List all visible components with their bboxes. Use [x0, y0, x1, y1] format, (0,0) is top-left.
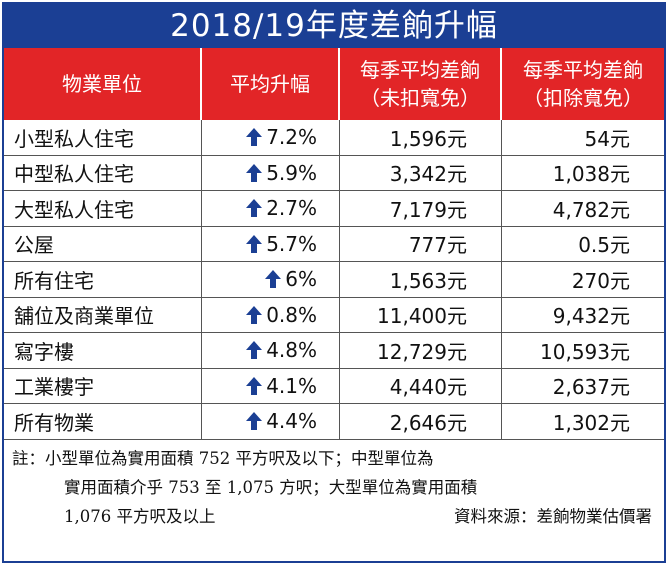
- source-credit: 資料來源：差餉物業估價署: [454, 506, 652, 526]
- cell-property-type: 公屋: [4, 226, 202, 261]
- cell-after: 10,593元: [540, 339, 630, 364]
- table-row: 工業樓宇 4.1% 4,440元 2,637元: [4, 368, 664, 404]
- table-row: 所有住宅 6% 1,563元 270元: [4, 262, 664, 298]
- up-arrow-icon: [246, 234, 263, 253]
- cell-after: 270元: [571, 268, 630, 293]
- cell-rise: 4.8%: [202, 333, 340, 368]
- cell-before: 3,342元: [340, 155, 502, 190]
- cell-rise-value: 0.8%: [266, 302, 317, 327]
- header-col4-line1: 每季平均差餉: [523, 58, 643, 82]
- header-rates-after-concession: 每季平均差餉 （扣除寬免）: [502, 48, 664, 120]
- table-row: 舖位及商業單位 0.8% 11,400元 9,432元: [4, 297, 664, 333]
- table-row: 中型私人住宅 5.9% 3,342元 1,038元: [4, 155, 664, 191]
- cell-after: 9,432元: [552, 304, 630, 329]
- cell-after: 0.5元: [578, 233, 630, 258]
- cell-after: 2,637元: [552, 375, 630, 400]
- cell-rise-value: 5.9%: [266, 160, 317, 185]
- cell-rise-value: 4.8%: [266, 338, 317, 363]
- cell-before: 1,563元: [340, 262, 502, 297]
- header-property-type: 物業單位: [4, 48, 202, 120]
- cell-before: 2,646元: [340, 404, 502, 439]
- cell-before: 7,179元: [340, 191, 502, 226]
- up-arrow-icon: [246, 376, 263, 395]
- up-arrow-icon: [246, 128, 263, 147]
- cell-rise-value: 4.4%: [266, 409, 317, 434]
- up-arrow-icon: [246, 305, 263, 324]
- table-row: 公屋 5.7% 777元 0.5元: [4, 226, 664, 262]
- cell-after: 1,302元: [552, 410, 630, 435]
- header-col3-line1: 每季平均差餉: [360, 58, 480, 82]
- cell-property-type: 所有住宅: [4, 262, 202, 297]
- cell-rise: 6%: [202, 262, 340, 297]
- header-col4-line2: （扣除寬免）: [523, 86, 643, 110]
- cell-after: 4,782元: [552, 197, 630, 222]
- header-col3-line2: （未扣寬免）: [360, 86, 480, 110]
- cell-rise-value: 6%: [285, 267, 317, 292]
- cell-rise: 4.4%: [202, 404, 340, 439]
- footnote: 註：小型單位為實用面積 752 平方呎及以下；中型單位為 實用面積介乎 753 …: [4, 440, 664, 531]
- cell-rise: 7.2%: [202, 120, 340, 155]
- cell-after: 54元: [584, 126, 630, 151]
- footnote-line-2: 實用面積介乎 753 至 1,075 方呎；大型單位為實用面積: [64, 477, 478, 497]
- header-property-type-label: 物業單位: [62, 72, 142, 96]
- cell-property-type: 舖位及商業單位: [4, 297, 202, 332]
- cell-property-type: 中型私人住宅: [4, 155, 202, 190]
- cell-rise: 5.7%: [202, 226, 340, 261]
- cell-rise-value: 4.1%: [266, 373, 317, 398]
- up-arrow-icon: [246, 341, 263, 360]
- cell-before: 12,729元: [340, 333, 502, 368]
- table-row: 大型私人住宅 2.7% 7,179元 4,782元: [4, 191, 664, 227]
- footnote-line-3-text: 1,076 平方呎及以上: [64, 506, 216, 526]
- up-arrow-icon: [265, 270, 282, 289]
- table-row: 小型私人住宅 7.2% 1,596元 54元: [4, 120, 664, 156]
- up-arrow-icon: [246, 199, 263, 218]
- cell-before: 11,400元: [340, 297, 502, 332]
- footnote-line-3: 1,076 平方呎及以上 資料來源：差餉物業估價署: [12, 502, 658, 531]
- cell-rise: 5.9%: [202, 155, 340, 190]
- cell-property-type: 工業樓宇: [4, 368, 202, 403]
- cell-after: 1,038元: [552, 162, 630, 187]
- cell-rise: 2.7%: [202, 191, 340, 226]
- cell-rise-value: 5.7%: [266, 231, 317, 256]
- up-arrow-icon: [246, 163, 263, 182]
- table-row: 寫字樓 4.8% 12,729元 10,593元: [4, 333, 664, 369]
- table-header: 物業單位 平均升幅 每季平均差餉 （未扣寬免） 每季平均差餉 （扣除寬免）: [4, 48, 664, 120]
- cell-property-type: 大型私人住宅: [4, 191, 202, 226]
- cell-before: 4,440元: [340, 368, 502, 403]
- cell-property-type: 寫字樓: [4, 333, 202, 368]
- cell-property-type: 所有物業: [4, 404, 202, 439]
- cell-rise-value: 7.2%: [266, 125, 317, 150]
- cell-rise-value: 2.7%: [266, 196, 317, 221]
- table-row: 所有物業 4.4% 2,646元 1,302元: [4, 404, 664, 440]
- header-average-rise: 平均升幅: [202, 48, 340, 120]
- table-body: 小型私人住宅 7.2% 1,596元 54元 中型私人住宅 5.9% 3,342…: [4, 120, 664, 440]
- cell-rise: 0.8%: [202, 297, 340, 332]
- cell-property-type: 小型私人住宅: [4, 120, 202, 155]
- cell-before: 1,596元: [340, 120, 502, 155]
- cell-before: 777元: [340, 226, 502, 261]
- table-title: 2018/19年度差餉升幅: [4, 4, 664, 48]
- header-rates-before-concession: 每季平均差餉 （未扣寬免）: [340, 48, 502, 120]
- header-average-rise-label: 平均升幅: [230, 72, 310, 96]
- up-arrow-icon: [246, 412, 263, 431]
- footnote-line-1: 註：小型單位為實用面積 752 平方呎及以下；中型單位為: [12, 448, 434, 468]
- cell-rise: 4.1%: [202, 368, 340, 403]
